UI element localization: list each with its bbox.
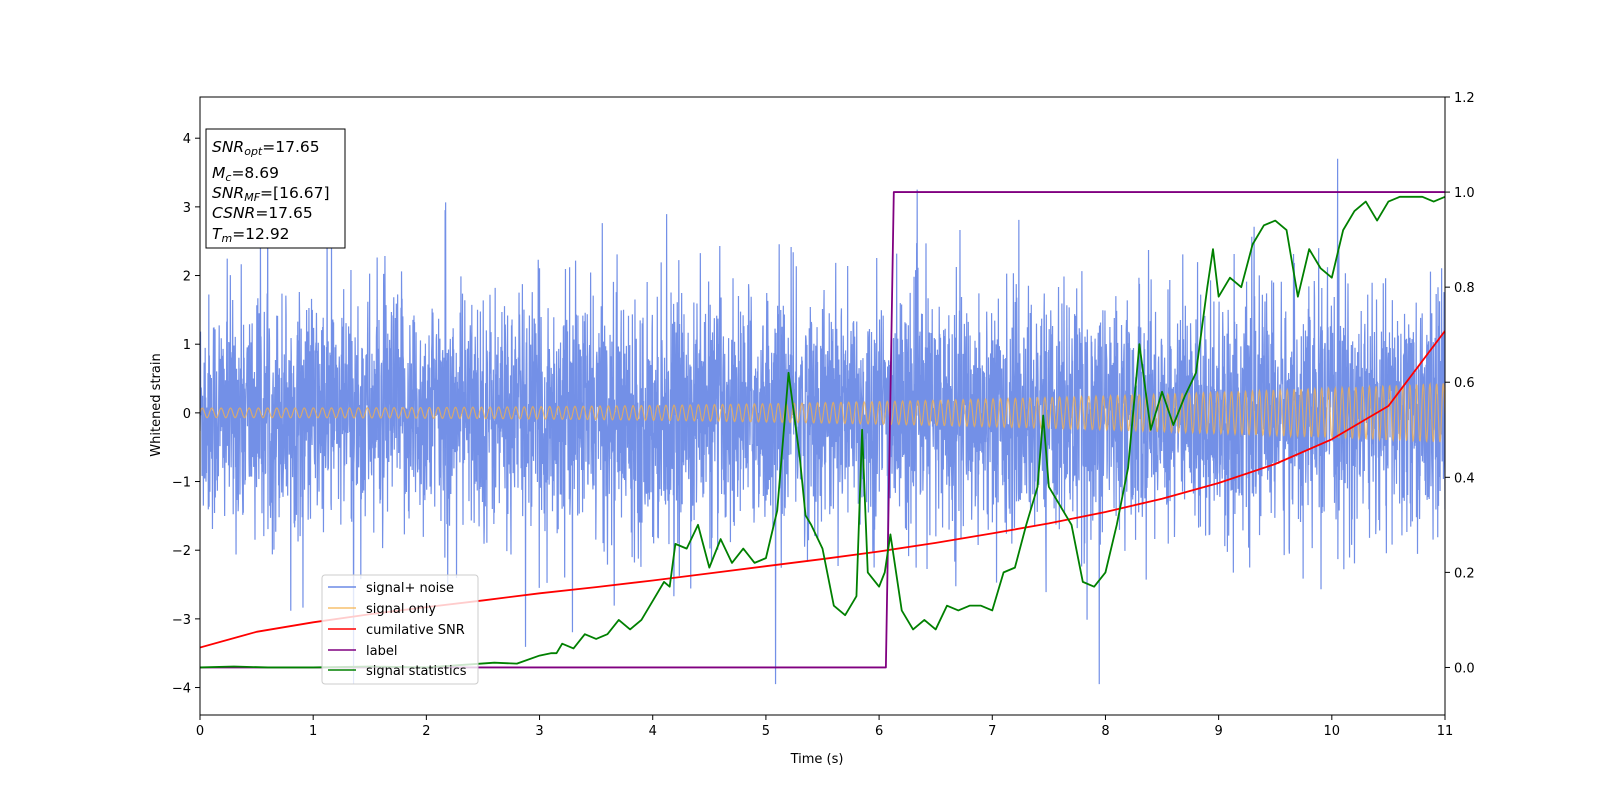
x-tick-label: 2: [422, 724, 430, 739]
y-left-tick-label: 1: [183, 338, 191, 353]
x-tick-label: 4: [649, 724, 657, 739]
legend-entry-cumulative-snr: cumilative SNR: [366, 623, 465, 638]
y-right-tick-label: 0.8: [1454, 281, 1475, 296]
y-right-tick-label: 0.6: [1454, 376, 1475, 391]
y-right-tick-label: 1.2: [1454, 91, 1475, 106]
y-right-tick-label: 1.0: [1454, 186, 1475, 201]
y-right-tick-label: 0.4: [1454, 471, 1475, 486]
y-left-tick-label: 3: [183, 201, 191, 216]
y-left-tick-label: 0: [183, 407, 191, 422]
axes-frame: [199, 96, 1446, 716]
series-label: [200, 191, 1445, 669]
series-signal-statistics: [200, 195, 1445, 669]
legend-entry-label: label: [366, 644, 397, 659]
x-tick-label: 5: [762, 724, 770, 739]
annotation-csnr: CSNR=17.65: [212, 204, 313, 222]
y-left-tick-label: −2: [172, 544, 191, 559]
x-axis-label: Time (s): [790, 752, 844, 767]
y-left-tick-label: 4: [183, 132, 191, 147]
x-tick-label: 10: [1324, 724, 1341, 739]
axes: 0 1 2 3 4 5 6 7 8 9 10 11 −4 −3 −2 −1 0 1 2 3 4 0.0 0.2 0.4 0.6 0…: [172, 91, 1475, 739]
x-tick-label: 3: [535, 724, 543, 739]
legend: signal+ noise signal only cumilative SNR…: [321, 574, 479, 685]
series-signal-only: [200, 382, 1445, 444]
x-tick-label: 1: [309, 724, 317, 739]
legend-entry-signal-statistics: signal statistics: [366, 664, 467, 679]
legend-entry-signal-only: signal only: [366, 602, 436, 617]
y-left-tick-label: −4: [172, 682, 191, 697]
y-right-tick-label: 0.2: [1454, 566, 1475, 581]
x-tick-label: 8: [1101, 724, 1109, 739]
y-left-tick-label: −3: [172, 613, 191, 628]
y-left-tick-label: −1: [172, 476, 191, 491]
y-axis-label: Whitened strain: [149, 353, 164, 456]
x-tick-label: 9: [1214, 724, 1222, 739]
y-left-tick-label: 2: [183, 270, 191, 285]
x-tick-label: 11: [1437, 724, 1454, 739]
x-tick-label: 6: [875, 724, 883, 739]
annotation-mc: Mc=8.69: [212, 164, 279, 184]
x-tick-label: 0: [196, 724, 204, 739]
y-right-tick-label: 0.0: [1454, 661, 1475, 676]
annotation-tm: Tm=12.92: [212, 225, 290, 245]
annotation-snr-opt: SNRopt=17.65: [212, 138, 320, 158]
annotation-box: SNRopt=17.65 Mc=8.69 SNRMF=[16.67] CSNR=…: [205, 128, 346, 249]
annotation-snr-mf: SNRMF=[16.67]: [212, 184, 330, 204]
legend-entry-signal-noise: signal+ noise: [366, 581, 454, 596]
x-tick-label: 7: [988, 724, 996, 739]
